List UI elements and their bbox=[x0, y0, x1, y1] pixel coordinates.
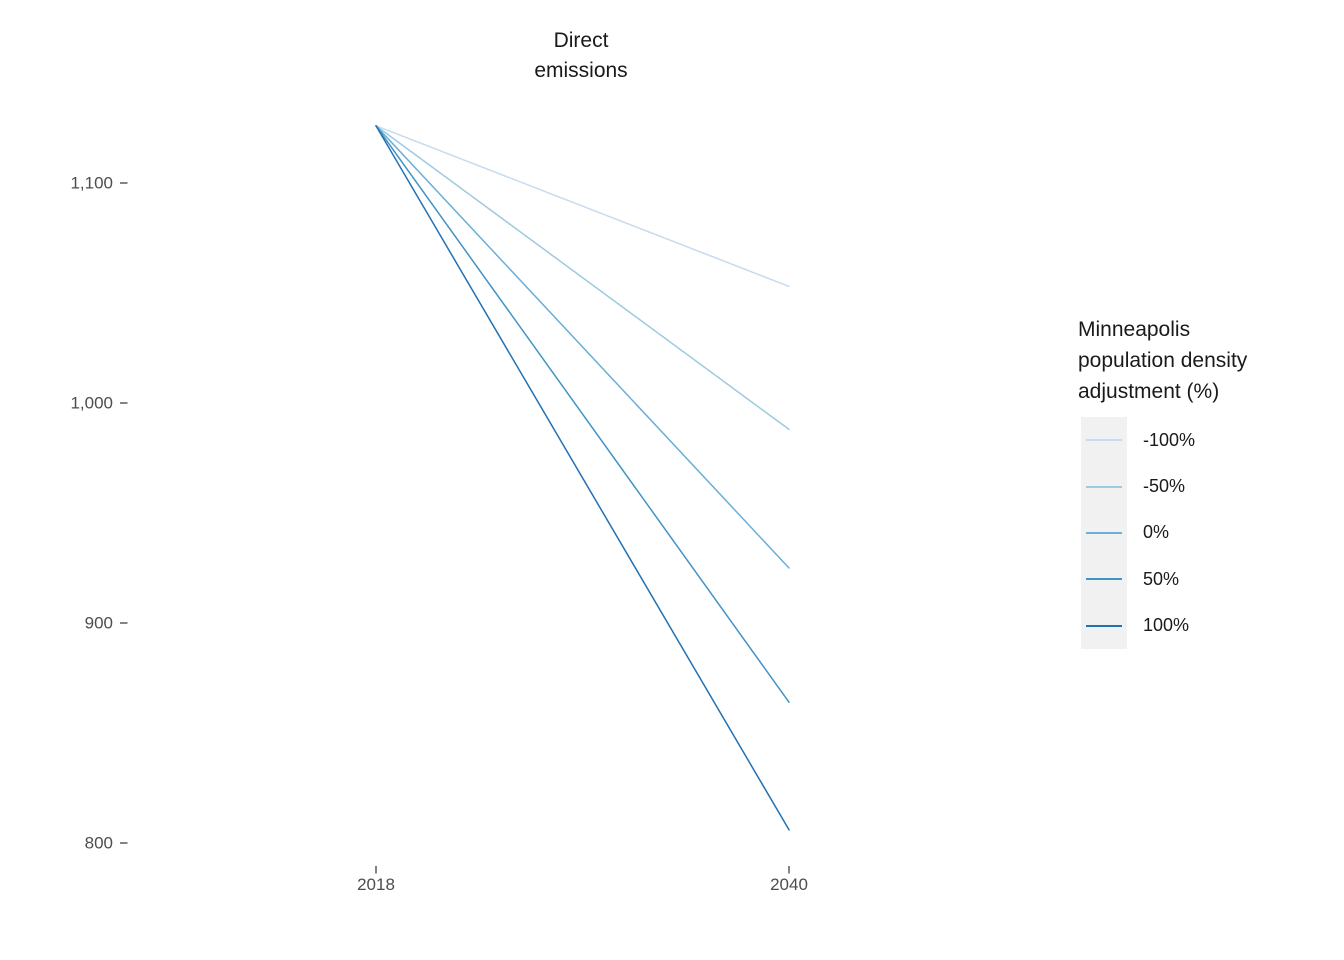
legend-line-sample bbox=[1086, 531, 1122, 534]
series-line-100 bbox=[375, 125, 790, 831]
legend-key bbox=[1081, 417, 1127, 464]
legend-title: Minneapolis population density adjustmen… bbox=[1078, 318, 1248, 403]
legend-item-label: 100% bbox=[1143, 615, 1190, 636]
legend-item: 100% bbox=[1081, 602, 1195, 649]
y-axis-tick-label: 1,100 bbox=[70, 174, 113, 193]
series-line-50 bbox=[375, 125, 790, 703]
legend-item: -100% bbox=[1081, 417, 1196, 464]
legend-line-sample bbox=[1086, 439, 1122, 442]
legend-item: 0% bbox=[1081, 509, 1195, 557]
legend-line-sample bbox=[1086, 485, 1122, 488]
legend-key bbox=[1081, 509, 1127, 557]
y-axis-tick-label: 1,000 bbox=[70, 394, 113, 413]
chart-title: Direct emissions bbox=[534, 29, 628, 82]
legend-item: -50% bbox=[1081, 463, 1195, 510]
legend-item-label: 0% bbox=[1143, 522, 1170, 543]
series-line-50 bbox=[375, 125, 790, 431]
series-line-100 bbox=[375, 125, 790, 288]
legend-item-label: -100% bbox=[1143, 429, 1196, 450]
legend-item: 50% bbox=[1081, 556, 1195, 603]
legend: Minneapolis population density adjustmen… bbox=[1078, 314, 1248, 649]
legend-key bbox=[1081, 463, 1127, 510]
y-axis-tick-label: 800 bbox=[85, 834, 113, 853]
legend-item-label: 50% bbox=[1143, 568, 1180, 589]
legend-line-sample bbox=[1086, 624, 1122, 627]
x-axis-tick-label: 2040 bbox=[770, 875, 808, 894]
legend-key bbox=[1081, 556, 1127, 603]
legend-key bbox=[1081, 602, 1127, 649]
x-axis-tick-label: 2018 bbox=[357, 875, 395, 894]
y-axis-tick-label: 900 bbox=[85, 614, 113, 633]
series-line-0 bbox=[375, 125, 790, 569]
legend-line-sample bbox=[1086, 578, 1122, 581]
legend-entries: -100% -50% 0% 50% 100% bbox=[1081, 417, 1195, 649]
legend-item-label: -50% bbox=[1143, 476, 1186, 497]
